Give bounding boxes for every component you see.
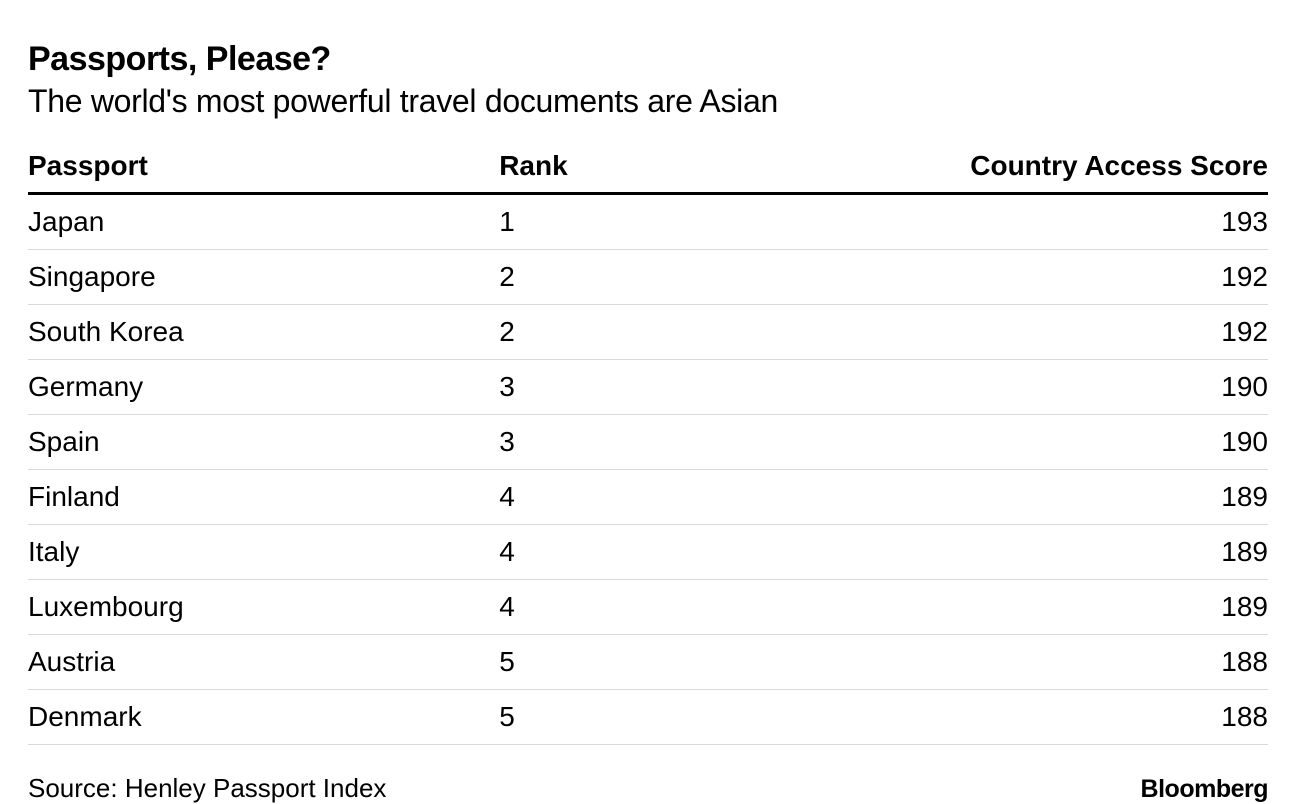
cell-rank: 3 xyxy=(499,415,747,470)
cell-passport: Spain xyxy=(28,415,499,470)
table-row: Singapore 2 192 xyxy=(28,250,1268,305)
cell-score: 192 xyxy=(747,305,1268,360)
cell-score: 189 xyxy=(747,470,1268,525)
chart-subtitle: The world's most powerful travel documen… xyxy=(28,83,1268,120)
cell-rank: 4 xyxy=(499,470,747,525)
cell-rank: 5 xyxy=(499,690,747,745)
table-body: Japan 1 193 Singapore 2 192 South Korea … xyxy=(28,194,1268,745)
cell-score: 190 xyxy=(747,360,1268,415)
table-row: Italy 4 189 xyxy=(28,525,1268,580)
table-row: Denmark 5 188 xyxy=(28,690,1268,745)
cell-score: 189 xyxy=(747,525,1268,580)
footer: Source: Henley Passport Index Bloomberg xyxy=(28,773,1268,804)
cell-passport: South Korea xyxy=(28,305,499,360)
col-header-rank: Rank xyxy=(499,144,747,194)
cell-rank: 1 xyxy=(499,194,747,250)
cell-rank: 4 xyxy=(499,525,747,580)
cell-passport: Japan xyxy=(28,194,499,250)
table-row: Japan 1 193 xyxy=(28,194,1268,250)
cell-passport: Luxembourg xyxy=(28,580,499,635)
cell-rank: 2 xyxy=(499,305,747,360)
chart-title: Passports, Please? xyxy=(28,40,1268,79)
table-row: Spain 3 190 xyxy=(28,415,1268,470)
table-header-row: Passport Rank Country Access Score xyxy=(28,144,1268,194)
col-header-passport: Passport xyxy=(28,144,499,194)
cell-rank: 5 xyxy=(499,635,747,690)
table-row: Luxembourg 4 189 xyxy=(28,580,1268,635)
cell-score: 192 xyxy=(747,250,1268,305)
brand-logo: Bloomberg xyxy=(1141,775,1268,804)
source-text: Source: Henley Passport Index xyxy=(28,773,386,804)
cell-passport: Finland xyxy=(28,470,499,525)
cell-score: 190 xyxy=(747,415,1268,470)
cell-passport: Germany xyxy=(28,360,499,415)
cell-rank: 3 xyxy=(499,360,747,415)
cell-passport: Denmark xyxy=(28,690,499,745)
cell-passport: Singapore xyxy=(28,250,499,305)
cell-passport: Italy xyxy=(28,525,499,580)
cell-score: 188 xyxy=(747,635,1268,690)
col-header-score: Country Access Score xyxy=(747,144,1268,194)
passport-table: Passport Rank Country Access Score Japan… xyxy=(28,144,1268,745)
cell-rank: 2 xyxy=(499,250,747,305)
cell-rank: 4 xyxy=(499,580,747,635)
table-row: Germany 3 190 xyxy=(28,360,1268,415)
table-row: Finland 4 189 xyxy=(28,470,1268,525)
cell-score: 189 xyxy=(747,580,1268,635)
cell-score: 193 xyxy=(747,194,1268,250)
cell-passport: Austria xyxy=(28,635,499,690)
table-row: South Korea 2 192 xyxy=(28,305,1268,360)
table-row: Austria 5 188 xyxy=(28,635,1268,690)
cell-score: 188 xyxy=(747,690,1268,745)
